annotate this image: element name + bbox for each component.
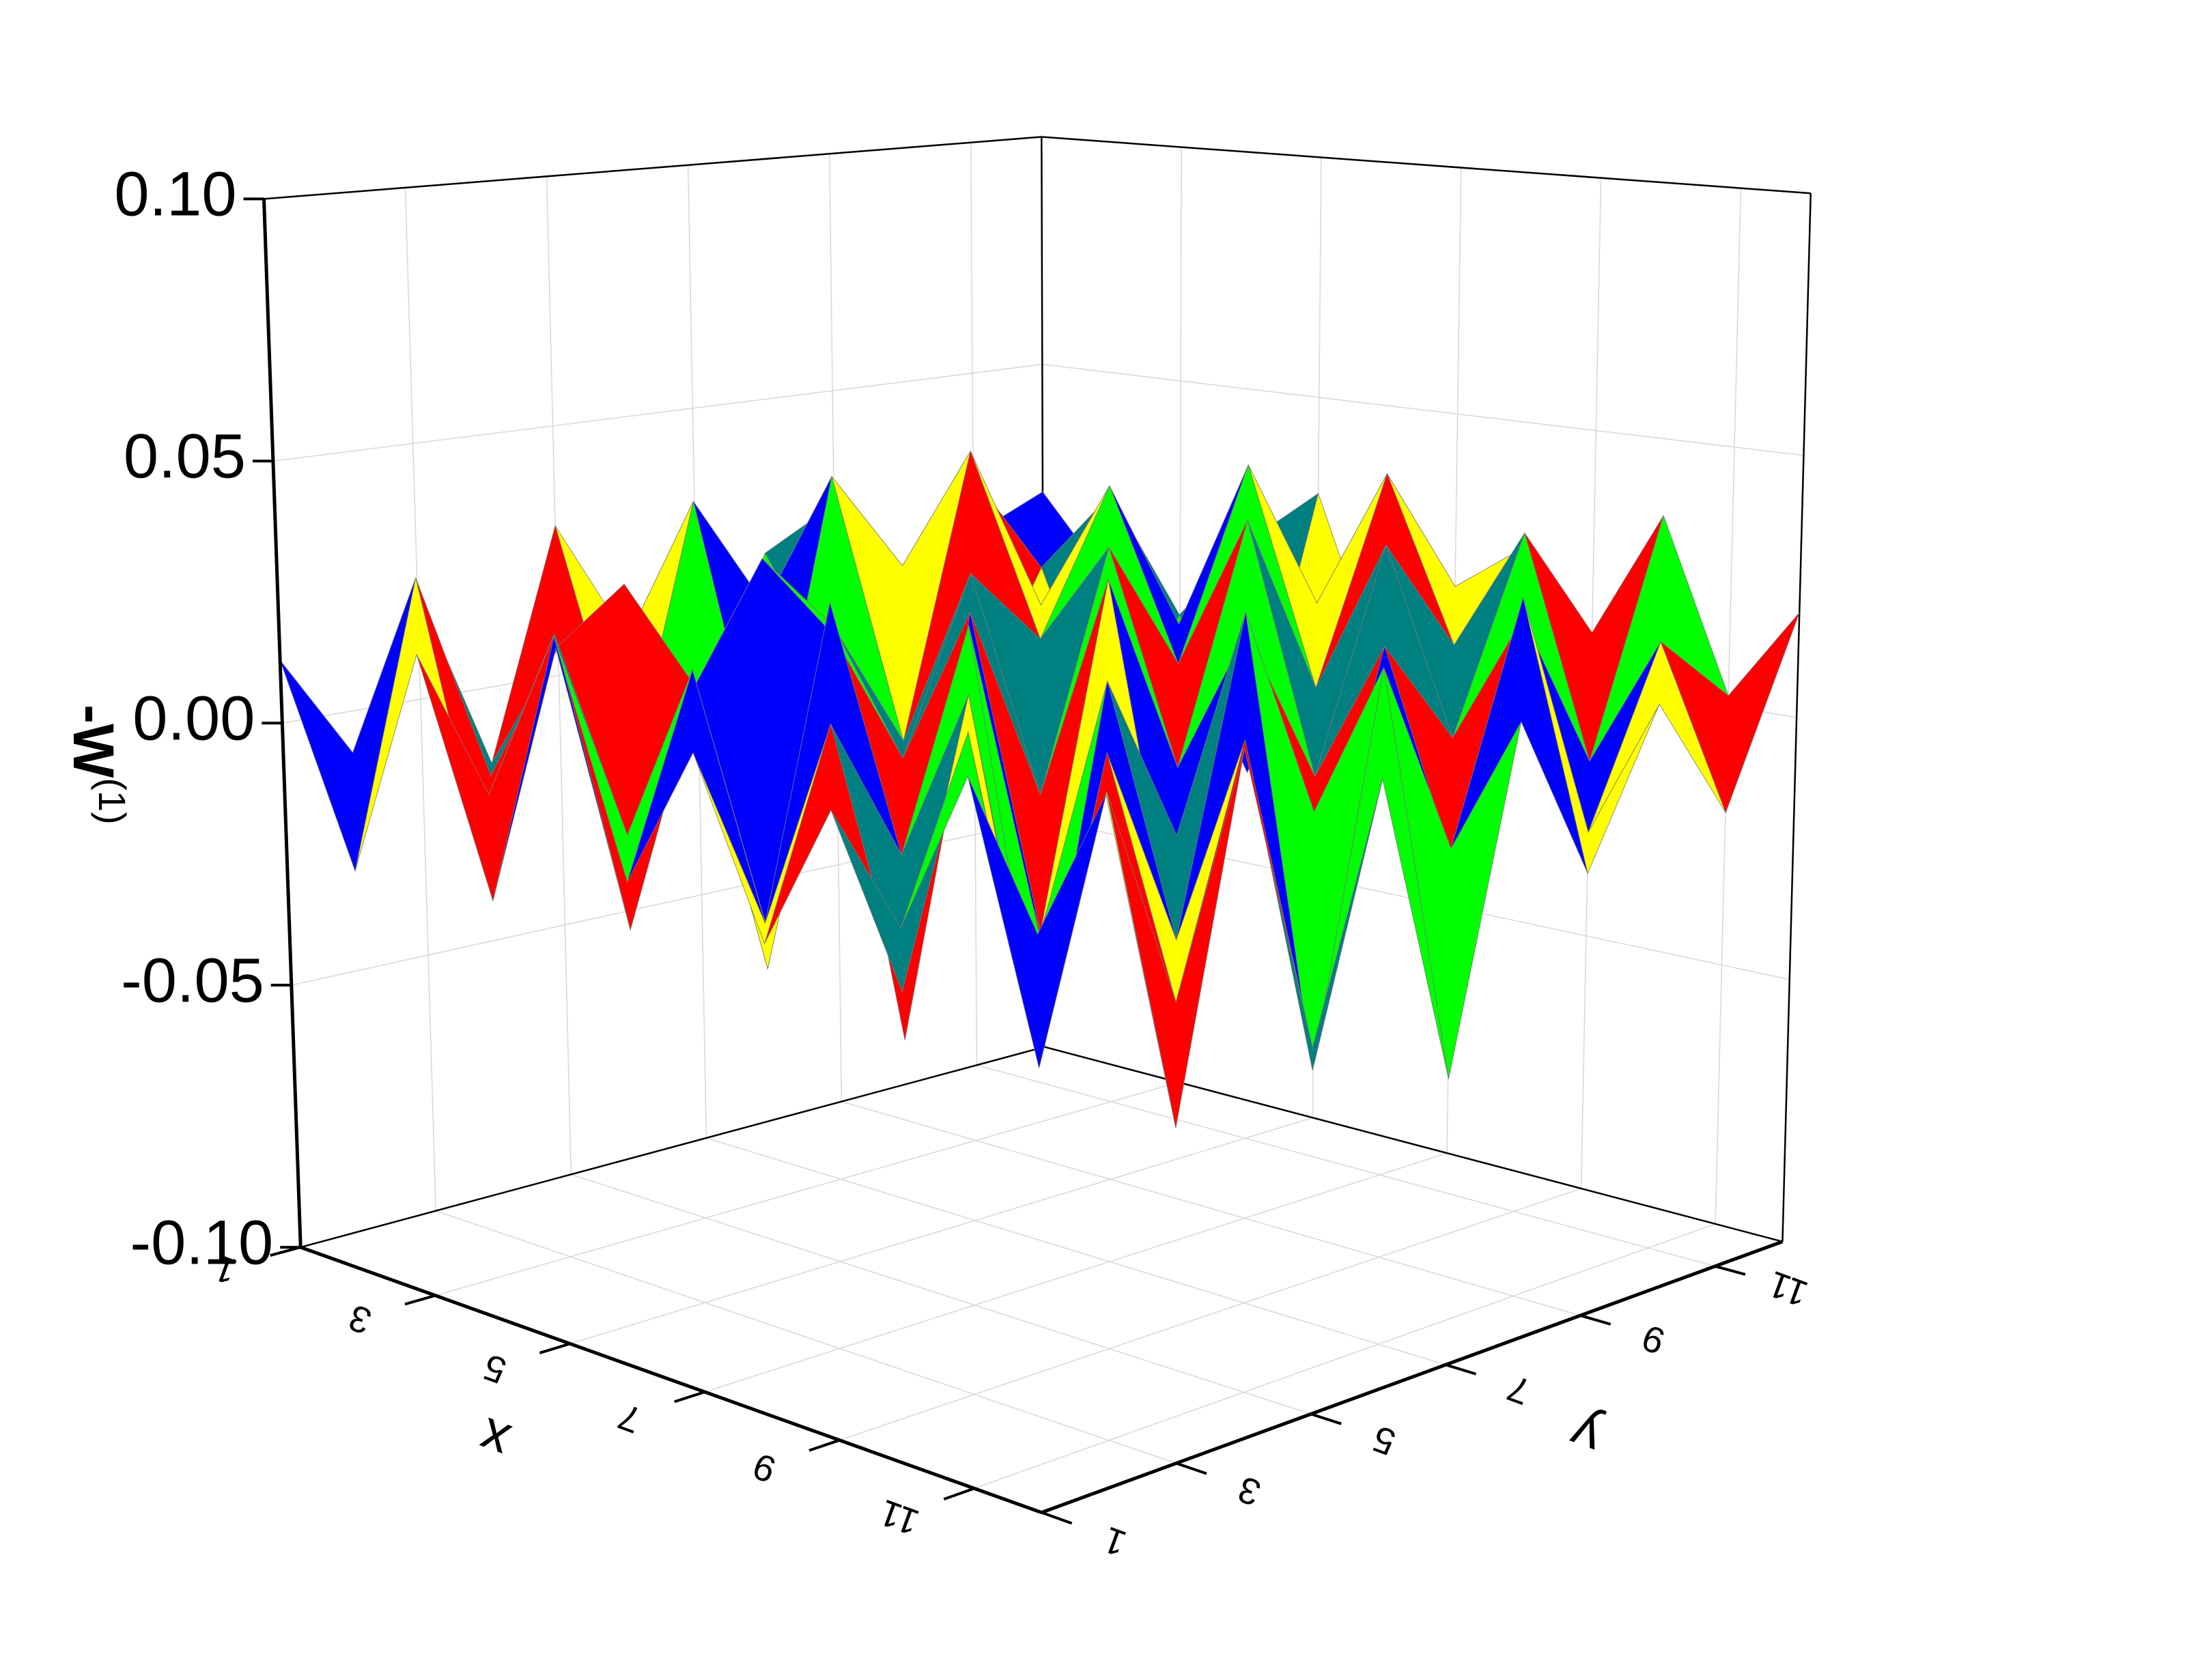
y-tick <box>1175 1462 1207 1475</box>
y-tick-label: 3 <box>1233 1468 1266 1514</box>
floor-grid-line <box>435 1081 1179 1296</box>
y-tick <box>1310 1412 1342 1425</box>
x-tick <box>943 1487 975 1501</box>
z-axis-label: -W(1) <box>61 704 134 825</box>
y-tick <box>1715 1264 1746 1276</box>
floor-grid-line <box>569 1117 1313 1345</box>
z-tick-label: 0.10 <box>114 160 236 229</box>
y-tick <box>1579 1314 1611 1326</box>
y-tick-label: 1 <box>1098 1519 1131 1565</box>
y-axis <box>1041 1240 1784 1514</box>
y-tick-label: 5 <box>1368 1418 1401 1464</box>
floor-grid-line <box>841 1100 1581 1316</box>
wall-grid-line <box>1042 364 1804 456</box>
x-tick-label: 9 <box>748 1445 781 1491</box>
box-edge <box>1044 1046 1783 1243</box>
x-tick-label: 11 <box>874 1492 924 1543</box>
y-tick-label: 9 <box>1637 1317 1670 1363</box>
z-axis-label-main: -W <box>61 704 126 778</box>
x-axis <box>300 1245 1043 1515</box>
x-tick-label: 3 <box>343 1296 377 1342</box>
y-tick-label: 11 <box>1763 1263 1813 1315</box>
wall-grid-line <box>404 187 437 1211</box>
floor-grid-line <box>974 1223 1716 1490</box>
x-tick <box>674 1391 705 1404</box>
z-tick-label: -0.05 <box>121 945 264 1015</box>
y-axis-label: y <box>1562 1402 1609 1468</box>
floor-grid-line <box>436 1210 1177 1464</box>
floor-grid-line <box>976 1064 1715 1267</box>
z-tick-label: 0.05 <box>124 422 246 492</box>
floor-grid-line <box>839 1188 1581 1441</box>
x-axis-label: x <box>471 1406 518 1472</box>
x-tick-label: 7 <box>613 1395 647 1441</box>
wall-grid-line <box>272 364 1043 462</box>
z-tick-label: -0.10 <box>130 1208 274 1277</box>
x-tick <box>808 1438 841 1452</box>
floor-grid-line <box>706 1137 1446 1365</box>
surface-face <box>968 776 1107 1068</box>
z-tick-label: 0.00 <box>132 684 255 754</box>
y-tick-label: 7 <box>1502 1367 1536 1413</box>
box-edge <box>264 136 1042 200</box>
y-tick <box>1445 1363 1477 1376</box>
y-tick <box>1041 1511 1073 1525</box>
floor-grid-line <box>571 1173 1312 1415</box>
x-tick <box>404 1294 436 1306</box>
x-tick-label: 5 <box>478 1346 511 1392</box>
box-edge <box>1041 136 1811 195</box>
x-tick <box>270 1246 301 1257</box>
box-edge <box>300 1046 1045 1249</box>
wall-grid-line <box>546 176 572 1175</box>
floor-grid-line <box>704 1152 1448 1393</box>
x-tick <box>539 1342 571 1354</box>
z-axis-label-superscript: (1) <box>91 778 134 824</box>
surface <box>279 450 1800 1128</box>
box-edge <box>1782 193 1812 1242</box>
